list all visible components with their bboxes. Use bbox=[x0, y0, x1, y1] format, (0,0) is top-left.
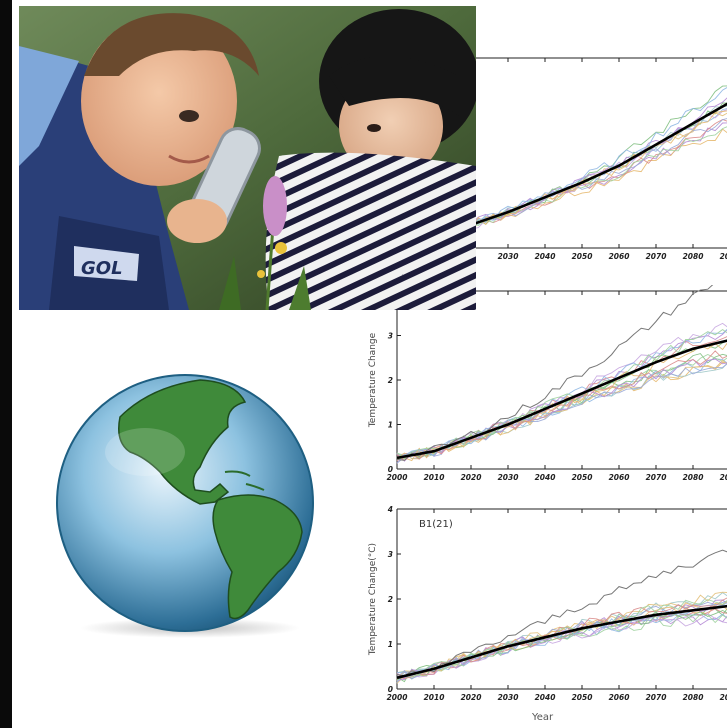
ensemble-member-line bbox=[396, 329, 727, 460]
y-tick-label: 2 bbox=[388, 376, 393, 385]
y-tick-label: 1 bbox=[388, 640, 393, 649]
outlier-series-line bbox=[396, 549, 727, 677]
x-tick-label: 2060 bbox=[609, 693, 630, 702]
x-tick-label: 2070 bbox=[646, 252, 667, 261]
globe-image bbox=[50, 372, 322, 642]
x-tick-label: 2010 bbox=[424, 473, 445, 482]
globe-icon bbox=[56, 374, 314, 638]
x-tick-label: 2050 bbox=[572, 252, 593, 261]
x-tick-label: 2000 bbox=[387, 473, 408, 482]
x-tick-label: 2080 bbox=[683, 473, 704, 482]
x-tick-label: 2090 bbox=[720, 252, 727, 261]
outlier-series-line bbox=[396, 277, 727, 461]
ensemble-member-line bbox=[396, 599, 727, 681]
ensemble-mean-line bbox=[396, 339, 727, 460]
x-tick-label: 2080 bbox=[683, 252, 704, 261]
y-tick-label: 3 bbox=[388, 550, 393, 559]
y-tick-label: 1 bbox=[388, 421, 393, 430]
chart-panel-bottom: 2000 2010 2020 2030 2040 2050 2060 2070 2080 2090… bbox=[357, 497, 727, 712]
ensemble-member-line bbox=[396, 322, 727, 464]
y-tick-label: 0 bbox=[388, 685, 393, 694]
x-tick-label: 2090 bbox=[720, 473, 727, 482]
x-tick-label: 2050 bbox=[572, 693, 593, 702]
x-tick-label: 2020 bbox=[461, 473, 482, 482]
ensemble-member-line bbox=[396, 591, 727, 681]
chart-bottom: 2000 2010 2020 2030 2040 2050 2060 2070 2080 2090… bbox=[368, 505, 727, 702]
left-border bbox=[0, 0, 12, 728]
x-tick-label: 2020 bbox=[461, 693, 482, 702]
y-tick-label: 0 bbox=[388, 465, 393, 474]
x-tick-label: 2070 bbox=[646, 473, 667, 482]
ensemble-member-line bbox=[396, 610, 727, 683]
y-axis-label: Temperature Change bbox=[368, 332, 378, 428]
x-tick-label: 2040 bbox=[535, 473, 556, 482]
x-tick-label: 2090 bbox=[720, 693, 727, 702]
x-tick-label: 2050 bbox=[572, 473, 593, 482]
y-tick-label: 2 bbox=[388, 595, 393, 604]
ensemble-member-line bbox=[396, 329, 727, 462]
x-tick-label: 2030 bbox=[498, 252, 519, 261]
x-axis-title: Year bbox=[532, 712, 554, 723]
x-tick-label: 2060 bbox=[609, 473, 630, 482]
ensemble-member-line bbox=[396, 615, 727, 681]
y-tick-label: 3 bbox=[388, 332, 393, 341]
x-tick-label: 2030 bbox=[498, 693, 519, 702]
ensemble-member-line bbox=[396, 597, 727, 680]
ensemble-mean-line bbox=[396, 604, 727, 680]
x-tick-label: 2010 bbox=[424, 693, 445, 702]
chart-middle: 2000 2010 2020 2030 2040 2050 2060 2070 2080 2090… bbox=[368, 277, 727, 482]
shirt-logo-text: GOL bbox=[81, 258, 123, 279]
x-tick-label: 2000 bbox=[387, 693, 408, 702]
panel-label: B1(21) bbox=[419, 519, 453, 530]
x-tick-label: 2030 bbox=[498, 473, 519, 482]
x-tick-label: 2070 bbox=[646, 693, 667, 702]
children-photo: GOL bbox=[19, 6, 476, 310]
x-tick-label: 2060 bbox=[609, 252, 630, 261]
x-tick-label: 2080 bbox=[683, 693, 704, 702]
x-tick-label: 2040 bbox=[535, 252, 556, 261]
ensemble-member-line bbox=[396, 342, 727, 462]
y-tick-label: 4 bbox=[388, 505, 393, 514]
x-tick-label: 2040 bbox=[535, 693, 556, 702]
ensemble-member-line bbox=[396, 613, 727, 680]
y-axis-label: Temperature Change(°C) bbox=[368, 543, 378, 656]
children-photo-illustration: GOL bbox=[19, 6, 476, 310]
chart-panel-middle: 2000 2010 2020 2030 2040 2050 2060 2070 2080 2090… bbox=[357, 277, 727, 493]
